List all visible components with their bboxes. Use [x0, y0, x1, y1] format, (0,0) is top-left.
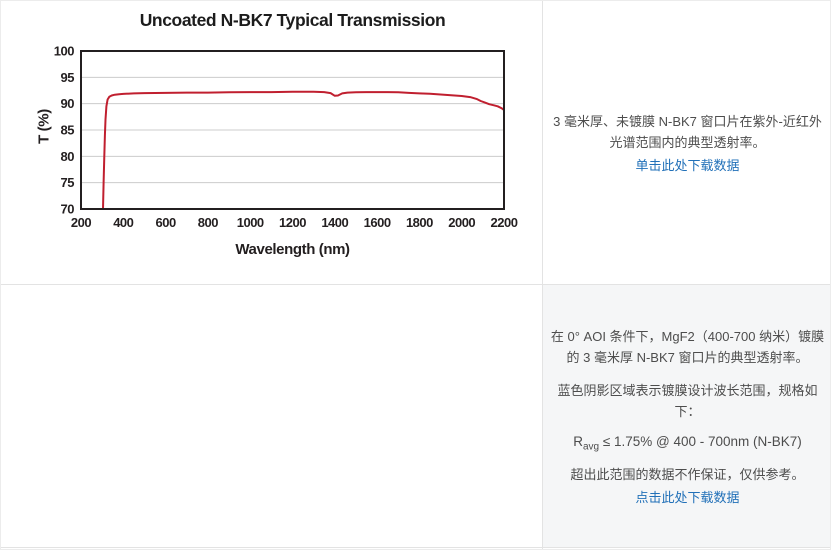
y-tick-label: 80 [61, 149, 75, 164]
y-tick-label: 70 [61, 202, 75, 217]
y-tick-label: 75 [61, 175, 75, 190]
x-tick-label: 400 [113, 215, 133, 230]
column-divider [542, 1, 543, 549]
y-tick-label: 100 [54, 44, 74, 59]
y-tick-label: 85 [61, 123, 75, 138]
spec-rest: ≤ 1.75% @ 400 - 700nm (N-BK7) [599, 433, 802, 449]
coated-disclaimer-text: 超出此范围的数据不作保证，仅供参考。 [570, 467, 805, 483]
row-divider-1 [1, 284, 830, 285]
y-tick-label: 95 [61, 70, 75, 85]
x-tick-label: 1600 [364, 215, 391, 230]
uncoated-chart-section: Uncoated N-BK7 Typical Transmission T (%… [1, 1, 542, 284]
y-tick-label: 90 [61, 96, 75, 111]
x-tick-label: 600 [155, 215, 175, 230]
coated-chart-section: N-BK7 with MgF₂ Coating Typical Transmis… [1, 285, 542, 548]
x-tick-label: 800 [198, 215, 218, 230]
x-tick-label: 1200 [279, 215, 306, 230]
spec-subscript: avg [582, 441, 600, 453]
x-tick-label: 200 [71, 215, 91, 230]
uncoated-chart-title: Uncoated N-BK7 Typical Transmission [139, 10, 446, 30]
coated-description-panel: 在 0° AOI 条件下，MgF2（400-700 纳米）镀膜的 3 毫米厚 N… [543, 285, 830, 547]
uncoated-description-text: 3 毫米厚、未镀膜 N-BK7 窗口片在紫外-近红外光谱范围内的典型透射率。 [553, 114, 822, 150]
coating-band-note-text: 蓝色阴影区域表示镀膜设计波长范围，规格如下： [557, 382, 818, 419]
plot-frame [80, 50, 505, 210]
uncoated-download-data-link[interactable]: 单击此处下载数据 [635, 158, 740, 173]
uncoated-transmission-chart: 70 75 80 85 90 95 100 200 400 600 800 1000 1200 1400 1… [54, 44, 518, 231]
uncoated-description-panel: 3 毫米厚、未镀膜 N-BK7 窗口片在紫外-近红外光谱范围内的典型透射率。 单… [543, 1, 830, 284]
x-tick-label: 2000 [448, 215, 475, 230]
coated-download-data-link[interactable]: 点击此处下载数据 [635, 490, 740, 506]
uncoated-x-axis-label: Wavelength (nm) [235, 241, 350, 258]
x-tick-label: 2200 [491, 215, 518, 230]
reflectance-spec-text: Ravg ≤ 1.75% @ 400 - 700nm (N-BK7) [573, 434, 802, 453]
row-divider-2 [1, 547, 830, 548]
x-tick-label: 1400 [321, 215, 348, 230]
transmission-curve [101, 90, 504, 209]
x-tick-label: 1800 [406, 215, 433, 230]
coated-description-text: 在 0° AOI 条件下，MgF2（400-700 纳米）镀膜的 3 毫米厚 N… [550, 328, 825, 365]
spec-prefix: R [573, 433, 583, 449]
x-tick-label: 1000 [237, 215, 264, 230]
